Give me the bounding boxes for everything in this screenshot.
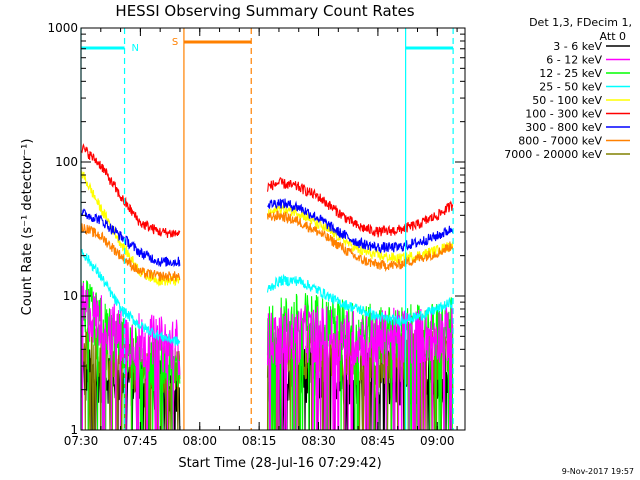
legend-header-line-2: Att 0 [600,30,626,43]
series-traces [81,143,454,430]
legend-label-5: 50 - 100 keV [532,94,602,107]
x-tick-label-2: 07:45 [123,434,158,448]
y-tick-label-3: 100 [55,155,78,169]
legend-label-9: 7000 - 20000 keV [504,148,602,161]
x-tick-label-3: 08:00 [182,434,217,448]
plot-frame [80,27,466,431]
legend-label-7: 300 - 800 keV [525,121,602,134]
series-line-2 [81,281,454,430]
x-tick-label-1: 07:30 [64,434,99,448]
legend-label-4: 25 - 50 keV [539,81,602,94]
y-axis-label: Count Rate (s⁻¹ detector⁻¹) [20,139,35,316]
x-tick-label-5: 08:30 [301,434,336,448]
legend-label-8: 800 - 7000 keV [518,135,602,148]
legend-header-line-1: Det 1,3, FDecim 1, [529,16,632,29]
series-line-6 [81,143,454,238]
x-tick-label-6: 08:45 [361,434,396,448]
series-line-8 [81,210,454,283]
footer-timestamp: 9-Nov-2017 19:57 [562,467,634,476]
y-tick-label-4: 1000 [47,21,78,35]
legend-label-1: 3 - 6 keV [553,40,602,53]
legend-label-6: 100 - 300 keV [525,108,602,121]
flag-S-label: S [172,37,178,48]
x-axis-label: Start Time (28-Jul-16 07:29:42) [178,456,381,471]
x-tick-label-4: 08:15 [242,434,277,448]
y-tick-label-1: 1 [70,423,78,437]
chart-title: HESSI Observing Summary Count Rates [115,2,414,20]
y-tick-label-2: 10 [63,289,78,303]
x-tick-label-7: 09:00 [420,434,455,448]
series-line-4 [81,248,454,346]
series-line-7 [81,198,454,268]
legend-label-3: 12 - 25 keV [539,67,602,80]
axes: 07:30 07:45 08:00 08:15 08:30 08:45 09:00 1 10 10… [47,21,466,448]
legend-label-2: 6 - 12 keV [546,54,602,67]
flag-N-label: N [132,43,139,54]
